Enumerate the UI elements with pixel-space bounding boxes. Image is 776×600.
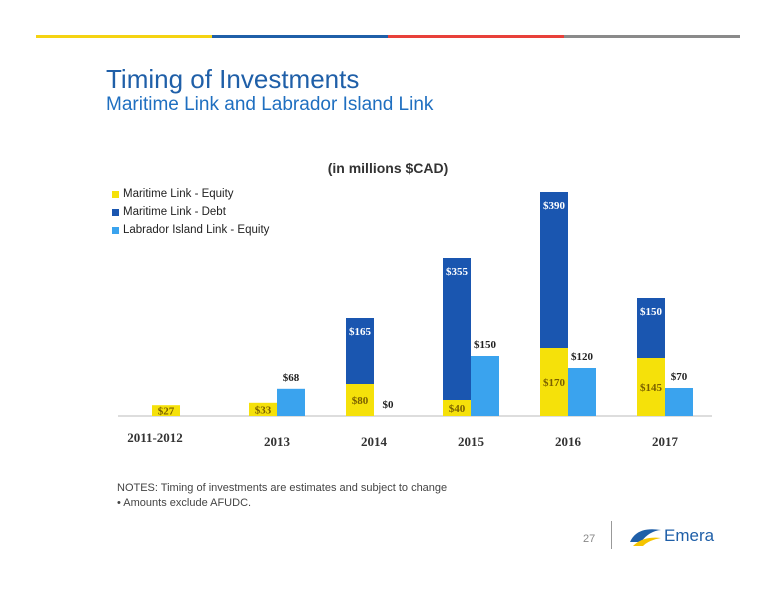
label-labrador-equity: $0 [383, 399, 395, 411]
notes-line-2: • Amounts exclude AFUDC. [117, 497, 252, 509]
top-bar-blue [212, 35, 388, 38]
x-tick-label: 2011-2012 [127, 430, 183, 445]
notes: NOTES: Timing of investments are estimat… [117, 482, 447, 512]
label-maritime-debt: $165 [349, 326, 372, 338]
label-maritime-equity: $145 [640, 382, 663, 394]
bar-labrador-equity [568, 368, 596, 416]
label-labrador-equity: $120 [571, 351, 594, 363]
legend-swatch [112, 226, 119, 234]
label-maritime-equity: $27 [158, 406, 175, 418]
chart-legend: Maritime Link - Equity Maritime Link - De… [112, 185, 269, 239]
label-maritime-equity: $33 [255, 404, 272, 416]
bar-labrador-equity [277, 388, 305, 416]
legend-label: Maritime Link - Debt [123, 206, 226, 218]
x-tick-label: 2017 [652, 434, 679, 449]
page-subtitle: Maritime Link and Labrador Island Link [106, 94, 434, 115]
legend-label: Labrador Island Link - Equity [123, 224, 270, 236]
bar-maritime-debt [637, 298, 665, 358]
logo-text: Emera [664, 526, 715, 545]
x-tick-label: 2014 [361, 434, 388, 449]
notes-line-1: NOTES: Timing of investments are estimat… [117, 482, 448, 494]
label-maritime-debt: $355 [446, 266, 469, 278]
label-labrador-equity: $70 [671, 371, 688, 383]
bar-maritime-equity [346, 384, 374, 416]
legend-swatch [112, 208, 119, 216]
label-maritime-equity: $40 [449, 403, 466, 415]
label-maritime-debt: $390 [543, 200, 566, 212]
page-title: Timing of Investments [106, 64, 360, 94]
bar-maritime-debt [346, 318, 374, 384]
legend-item: Maritime Link - Debt [112, 203, 269, 221]
footer-divider [611, 521, 612, 549]
legend-label: Maritime Link - Equity [123, 188, 234, 200]
label-labrador-equity: $68 [283, 372, 300, 384]
top-color-bar [36, 35, 740, 38]
legend-swatch [112, 190, 119, 198]
label-maritime-equity: $80 [352, 395, 369, 407]
bar-maritime-equity [637, 358, 665, 416]
bar-labrador-equity [665, 388, 693, 416]
bar-maritime-debt [443, 258, 471, 400]
chart-title: (in millions $CAD) [327, 160, 449, 176]
bar-maritime-equity [249, 402, 277, 416]
x-tick-label: 2016 [555, 434, 582, 449]
bar-maritime-equity [540, 348, 568, 416]
x-tick-label: 2015 [458, 434, 485, 449]
label-maritime-debt: $150 [640, 306, 663, 318]
top-bar-red [388, 35, 564, 38]
bar-maritime-equity [443, 400, 471, 416]
bar-labrador-equity [471, 356, 499, 416]
page-number: 27 [583, 533, 596, 545]
label-labrador-equity: $150 [474, 339, 497, 351]
bar-maritime-equity [152, 405, 180, 416]
legend-item: Labrador Island Link - Equity [112, 221, 269, 239]
legend-item: Maritime Link - Equity [112, 185, 269, 203]
label-maritime-equity: $170 [543, 377, 566, 389]
top-bar-gray [564, 35, 740, 38]
x-tick-label: 2013 [264, 434, 291, 449]
bar-maritime-debt [540, 192, 568, 348]
emera-logo-icon [630, 529, 661, 546]
top-bar-yellow [36, 35, 212, 38]
